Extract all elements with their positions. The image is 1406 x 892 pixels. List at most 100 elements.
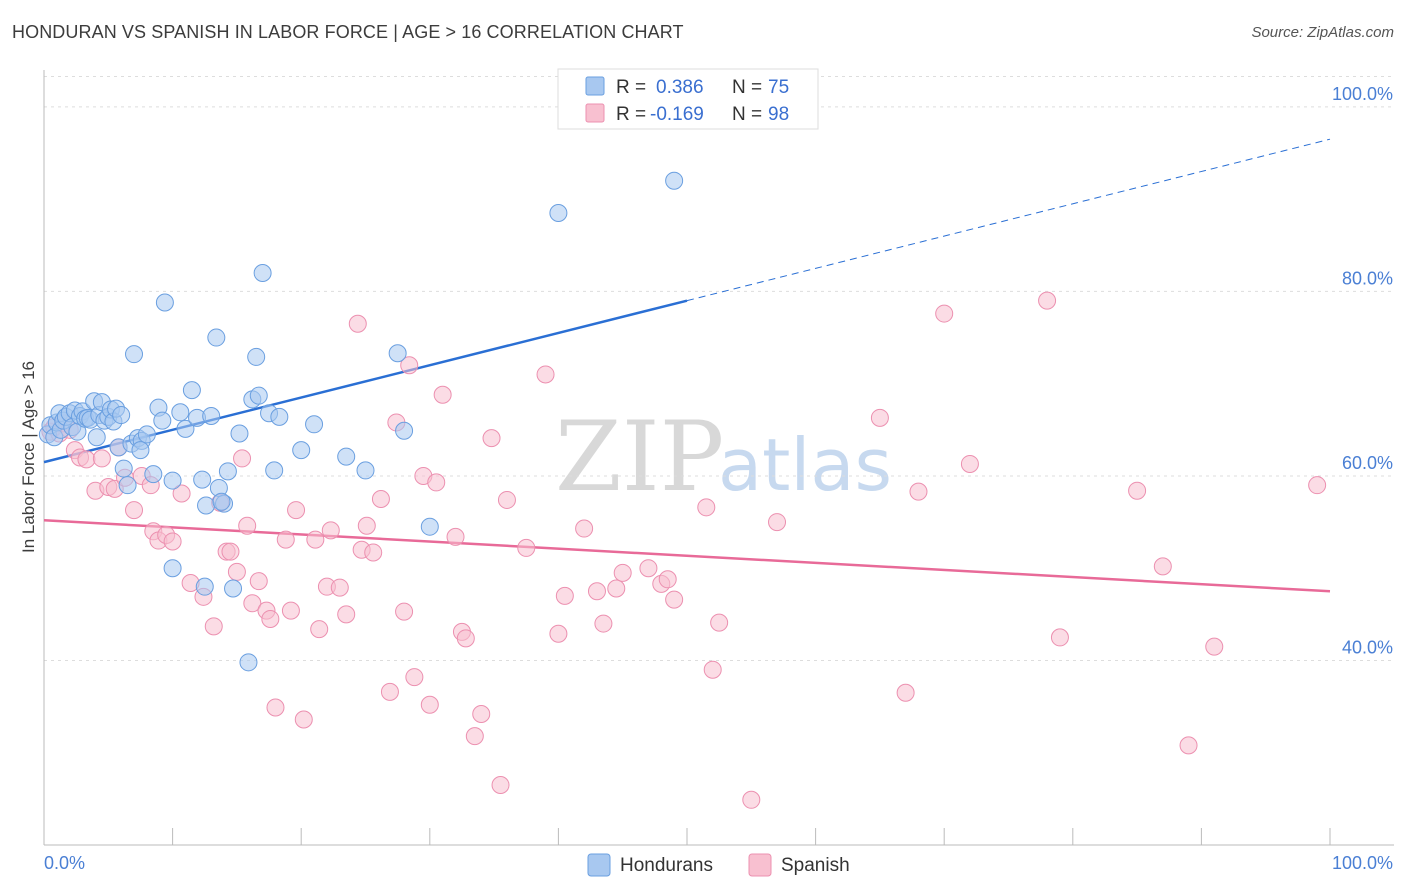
legend-n-label-spanish: N =: [732, 104, 762, 125]
hondurans-point: [118, 476, 137, 495]
hondurans-point: [114, 459, 133, 478]
spanish-point: [639, 559, 658, 578]
spanish-point: [1038, 291, 1057, 310]
spanish-point: [549, 624, 568, 643]
hondurans-point: [265, 461, 284, 480]
spanish-point: [337, 605, 356, 624]
axes: [43, 70, 1394, 846]
spanish-point: [221, 542, 240, 561]
bottom-legend-swatch-spanish: [748, 853, 772, 877]
spanish-point: [703, 660, 722, 679]
spanish-point: [348, 314, 367, 333]
spanish-point: [420, 695, 439, 714]
correlation-legend: R = 0.386 N = 75 R = -0.169 N = 98: [557, 68, 819, 130]
spanish-point: [1153, 557, 1172, 576]
legend-n-value-spanish: 98: [768, 104, 789, 125]
hondurans-point: [230, 424, 249, 443]
spanish-trend-line: [43, 518, 1331, 593]
gridlines: [44, 75, 1394, 661]
spanish-point: [287, 501, 306, 520]
spanish-point: [261, 609, 280, 628]
spanish-point: [310, 620, 329, 639]
spanish-point: [433, 385, 452, 404]
legend-swatch-spanish: [585, 103, 605, 123]
hondurans-point: [155, 293, 174, 312]
legend-r-label-spanish: R =: [616, 104, 646, 125]
spanish-point: [742, 790, 761, 809]
spanish-point: [497, 490, 516, 509]
y-tick-labels: 40.0% 60.0% 80.0% 100.0%: [1332, 84, 1393, 658]
spanish-point: [405, 668, 424, 687]
spanish-point: [517, 538, 536, 557]
spanish-point: [555, 586, 574, 605]
bottom-legend-label-spanish: Spanish: [781, 855, 850, 876]
spanish-point: [768, 513, 787, 532]
legend-r-value-hondurans: 0.386: [656, 77, 704, 98]
x-ticks: [172, 828, 1331, 845]
watermark-zip: ZIP: [555, 401, 724, 513]
x-tick-label-0: 0.0%: [44, 853, 85, 873]
spanish-point: [125, 501, 144, 520]
spanish-point: [243, 594, 262, 613]
spanish-point: [92, 449, 111, 468]
x-tick-labels: 0.0% 100.0%: [44, 853, 1393, 873]
source-label: Source: ZipAtlas.com: [1251, 24, 1394, 41]
spanish-point: [1050, 628, 1069, 647]
y-tick-label-80: 80.0%: [1342, 268, 1393, 288]
hondurans-point: [270, 407, 289, 426]
spanish-point: [909, 482, 928, 501]
spanish-point: [380, 682, 399, 701]
legend-swatch-hondurans: [585, 76, 605, 96]
hondurans-point: [171, 403, 190, 422]
spanish-point: [357, 516, 376, 535]
spanish-point: [575, 519, 594, 538]
spanish-point: [249, 572, 268, 591]
spanish-point: [607, 579, 626, 598]
chart-title: HONDURAN VS SPANISH IN LABOR FORCE | AGE…: [12, 22, 684, 42]
bottom-legend-swatch-hondurans: [587, 853, 611, 877]
hondurans-point: [163, 559, 182, 578]
spanish-point: [456, 629, 475, 648]
spanish-point: [896, 683, 915, 702]
spanish-point: [371, 490, 390, 509]
trend-lines: [43, 138, 1331, 593]
hondurans-trend-extension: [686, 138, 1331, 302]
hondurans-point: [163, 471, 182, 490]
spanish-point: [1205, 637, 1224, 656]
spanish-point: [281, 601, 300, 620]
hondurans-point: [388, 344, 407, 363]
spanish-point: [536, 365, 555, 384]
hondurans-point: [182, 381, 201, 400]
legend-r-value-spanish: -0.169: [650, 104, 704, 125]
hondurans-point: [247, 347, 266, 366]
hondurans-point: [218, 462, 237, 481]
spanish-point: [238, 516, 257, 535]
hondurans-point: [125, 345, 144, 364]
hondurans-point: [212, 492, 231, 511]
series-legend: Hondurans Spanish: [587, 853, 850, 877]
spanish-point: [77, 450, 96, 469]
spanish-point: [204, 617, 223, 636]
hondurans-point: [153, 411, 172, 430]
hondurans-points: [38, 97, 684, 672]
legend-n-value-hondurans: 75: [768, 77, 789, 98]
hondurans-point: [197, 496, 216, 515]
y-tick-label-100: 100.0%: [1332, 84, 1393, 104]
spanish-point: [446, 527, 465, 546]
y-tick-label-40: 40.0%: [1342, 637, 1393, 657]
spanish-point: [491, 776, 510, 795]
hondurans-point: [665, 171, 684, 190]
hondurans-point: [131, 441, 150, 460]
spanish-point: [266, 698, 285, 717]
spanish-point: [960, 454, 979, 473]
hondurans-point: [87, 428, 106, 447]
hondurans-point: [224, 579, 243, 598]
spanish-point: [400, 356, 419, 375]
spanish-point: [306, 530, 325, 549]
spanish-point: [658, 570, 677, 589]
spanish-point: [427, 473, 446, 492]
spanish-point: [172, 484, 191, 503]
y-tick-label-60: 60.0%: [1342, 453, 1393, 473]
hondurans-point: [176, 419, 195, 438]
spanish-point: [697, 498, 716, 517]
